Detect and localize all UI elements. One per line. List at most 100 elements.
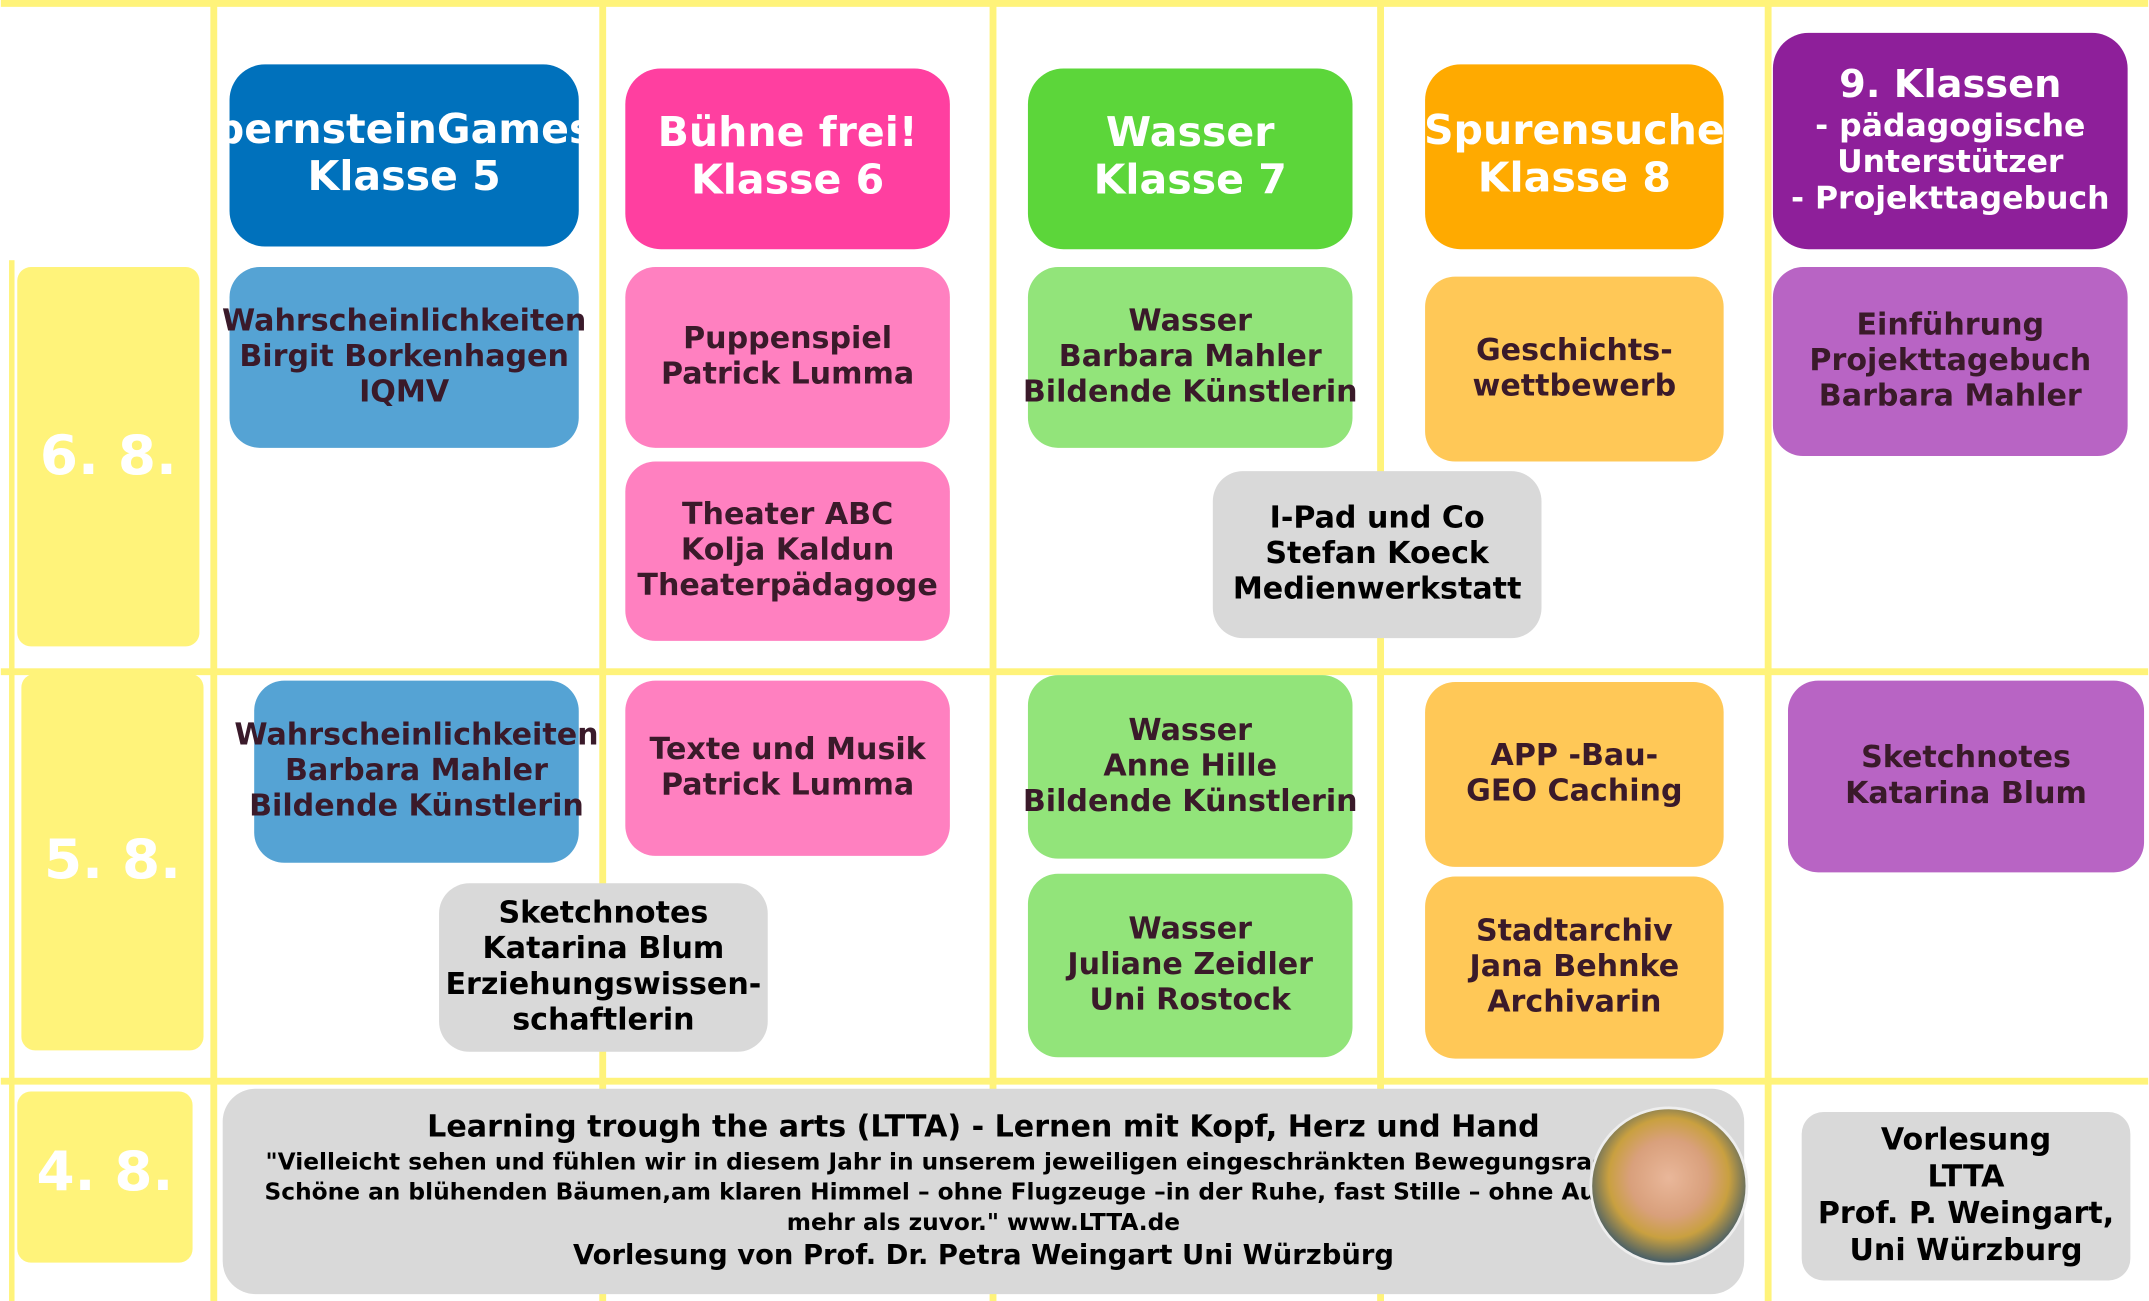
box-line: Spurensuche [1424, 106, 1725, 154]
box-line: Jana Behnke [1468, 949, 1680, 984]
box-bg [1027, 675, 1353, 859]
box-line: Einführung [1856, 307, 2044, 342]
box: Geschichts-wettbewerb [1425, 276, 1724, 462]
box-line: Wasser [1128, 911, 1252, 946]
box-line: Klasse 8 [1478, 153, 1671, 201]
box-bg [625, 680, 950, 856]
box-bg [1425, 681, 1724, 867]
box-line: Katarina Blum [482, 931, 724, 966]
box-bg [1801, 1112, 2131, 1281]
box-line: mehr als zuvor." www.LTTA.de [787, 1209, 1180, 1236]
box-line: Uni Rostock [1090, 983, 1292, 1018]
box-line: Archivarin [1487, 985, 1661, 1020]
box-line: LTTA [1928, 1159, 2006, 1194]
box-line: Bühne frei! [658, 108, 918, 156]
box-line: Prof. P. Weingart, [1818, 1196, 2114, 1231]
portrait [1589, 1106, 1749, 1266]
box-line: - pädagogische [1815, 108, 2085, 144]
box-line: Erziehungswissen- [446, 967, 762, 1002]
box-line: Kolja Kaldun [681, 533, 894, 568]
box-line: Barbara Mahler [1819, 379, 2082, 414]
date: 5. 8. [44, 827, 181, 891]
box-bg [254, 680, 579, 863]
box: Bühne frei!Klasse 6 [625, 68, 950, 250]
box-bg [625, 68, 950, 250]
box-bg [1027, 873, 1353, 1058]
box-line: Texte und Musik [649, 732, 926, 767]
box-bg [625, 267, 950, 448]
box: APP -Bau-GEO Caching [1425, 681, 1724, 867]
box-line: Stadtarchiv [1476, 913, 1673, 948]
box-line: Wasser [1128, 713, 1252, 748]
box-line: Uni Würzburg [1849, 1233, 2082, 1268]
box-line: Vorlesung [1881, 1123, 2051, 1158]
box-line: Projekttagebuch [1809, 343, 2091, 378]
box-line: - Projekttagebuch [1791, 180, 2110, 216]
box-line: Patrick Lumma [661, 357, 914, 392]
box-line: Medienwerkstatt [1233, 572, 1522, 607]
box-line: Patrick Lumma [661, 768, 914, 803]
box-line: Bildende Künstlerin [1023, 784, 1358, 819]
box-line: I-Pad und Co [1270, 501, 1485, 536]
box-bg [229, 64, 579, 247]
box-line: 9. Klassen [1839, 62, 2061, 107]
box-line: Barbara Mahler [1059, 339, 1322, 374]
box-bg [1212, 471, 1542, 639]
box-line: Anne Hille [1103, 748, 1277, 783]
box-line: Juliane Zeidler [1065, 947, 1313, 982]
box-line: IQMV [359, 374, 450, 409]
box-line: Stefan Koeck [1265, 536, 1490, 571]
box-line: Wasser [1128, 303, 1252, 338]
box-bg [1425, 64, 1724, 250]
box-line: Unterstützer [1837, 144, 2064, 180]
box-line: Theater ABC [682, 497, 893, 532]
box-line: Theaterpädagoge [637, 568, 937, 603]
box-line: Katarina Blum [1845, 776, 2087, 811]
box-line: Vorlesung von Prof. Dr. Petra Weingart U… [573, 1240, 1394, 1271]
box-bg [1772, 32, 2128, 250]
box-line: Wahrscheinlichkeiten [234, 718, 598, 753]
box-bg [1027, 267, 1353, 448]
box-line: bernsteinGames [215, 105, 594, 153]
date: 4. 8. [36, 1139, 173, 1203]
box-line: Sketchnotes [498, 896, 708, 931]
box-bg [625, 461, 950, 641]
box-line: "Vielleicht sehen und fühlen wir in dies… [266, 1148, 1702, 1175]
box-line: Wahrscheinlichkeiten [222, 303, 586, 338]
box: Learning trough the arts (LTTA) - Lernen… [222, 1088, 1745, 1295]
box-bg [1425, 876, 1724, 1059]
box-line: APP -Bau- [1491, 738, 1659, 773]
box-bg [439, 883, 768, 1052]
date-bg [21, 673, 204, 1051]
box-line: Wasser [1106, 108, 1275, 156]
box-line: Puppenspiel [683, 321, 892, 356]
box-line: Klasse 6 [691, 155, 884, 203]
box-line: Schöne an blühenden Bäumen,am klaren Him… [265, 1179, 1703, 1206]
date-bg [17, 1091, 193, 1263]
date-bg [17, 267, 200, 647]
box-line: Bildende Künstlerin [249, 789, 584, 824]
box-line: Klasse 5 [308, 152, 501, 200]
box-bg [1425, 276, 1724, 462]
box-line: Sketchnotes [1861, 740, 2071, 775]
box-bg [229, 267, 579, 448]
